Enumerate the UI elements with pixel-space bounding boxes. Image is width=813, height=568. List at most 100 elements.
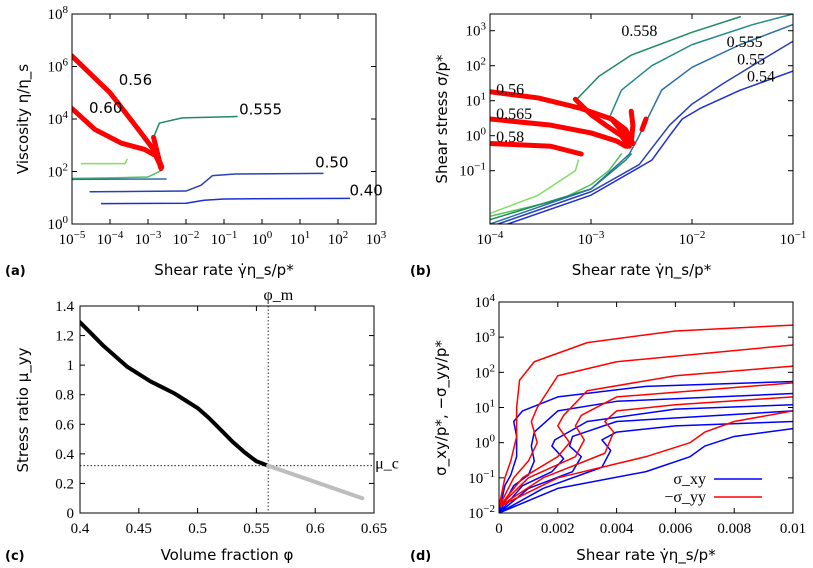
x-tick-label: 101 [290, 229, 311, 248]
curve-annotation: φ_m [263, 287, 293, 304]
x-tick-label: 10−2 [679, 229, 706, 248]
x-tick-label: 0.01 [780, 521, 806, 537]
y-tick-label: 101 [466, 91, 487, 110]
panel-label: (d) [410, 549, 431, 564]
x-tick-label: 0.4 [71, 521, 90, 537]
series-line-4 [499, 410, 793, 513]
x-tick-label: 0.55 [243, 521, 269, 537]
x-tick-label: 0.45 [126, 521, 152, 537]
y-tick-label: 1 [67, 358, 75, 374]
x-tick-label: 103 [366, 229, 387, 248]
legend-label: −σ_yy [664, 489, 706, 506]
y-tick-label: 100 [475, 433, 496, 452]
x-tick-label: 100 [252, 229, 273, 248]
series-line-12 [572, 96, 632, 149]
x-tick-label: 0.008 [717, 521, 751, 537]
y-tick-label: 106 [48, 57, 69, 76]
plot-frame [79, 305, 375, 514]
curve-annotation: 0.58 [496, 129, 524, 146]
y-tick-label: 10−1 [468, 468, 495, 487]
x-tick-label: 10−1 [780, 229, 807, 248]
series-line-3 [152, 115, 238, 168]
x-tick-label: 10−3 [135, 229, 162, 248]
series-line-1 [499, 380, 793, 513]
plot-frame [489, 13, 794, 225]
series-line-11 [499, 396, 793, 508]
y-axis-label: Shear stress σ/p* [433, 54, 451, 184]
curve-annotation: 0.56 [119, 71, 152, 89]
series-line-7 [499, 324, 793, 508]
series-group [490, 14, 793, 224]
curve-annotation: μ_c [375, 456, 399, 473]
y-tick-label: 100 [466, 126, 487, 145]
series-line-5 [89, 172, 324, 193]
series-line-15 [639, 116, 649, 133]
x-tick-label: 0.006 [659, 521, 693, 537]
panel-label: (c) [5, 549, 25, 564]
plot-frame [71, 13, 377, 225]
y-axis-label: Viscosity η/η_s [14, 64, 33, 174]
curve-annotation: 0.55 [737, 51, 765, 68]
series-line-6 [100, 197, 351, 205]
series-line-2 [72, 167, 164, 180]
series-line-6 [490, 23, 793, 224]
curve-annotation: 0.555 [239, 100, 282, 118]
x-axis-label: Shear rate γ̇η_s/p* [154, 261, 294, 280]
x-tick-label: 0.004 [600, 521, 634, 537]
y-tick-label: 104 [475, 292, 496, 311]
series-line-11 [490, 140, 584, 157]
series-line-3 [490, 153, 632, 221]
x-tick-label: 10−4 [97, 229, 124, 248]
y-tick-label: 101 [475, 398, 496, 417]
x-axis-label: Volume fraction φ [161, 546, 294, 564]
series-line-3 [499, 403, 793, 513]
y-tick-label: 104 [48, 109, 69, 128]
panel-c: 0.4 0.45 0.5 0.55 0.6 0.65 0 0.2 0.4 0.6 0.8 1 1.2 1.… [5, 287, 399, 564]
series-line-9 [490, 89, 631, 149]
x-tick-label: 102 [328, 229, 349, 248]
y-tick-label: 103 [475, 327, 496, 346]
series-line-1 [80, 158, 128, 165]
y-tick-label: 100 [48, 214, 69, 233]
y-axis-label: Stress ratio μ_yy [14, 347, 33, 472]
y-tick-label: 1.2 [55, 329, 74, 345]
series-group [80, 320, 365, 501]
y-tick-label: 0.8 [55, 388, 74, 404]
x-tick-label: 0.65 [361, 521, 387, 537]
x-tick-label: 10−5 [59, 229, 86, 248]
panel-label: (a) [5, 264, 26, 279]
curve-annotation: 0.40 [349, 182, 382, 200]
x-tick-label: 10−4 [477, 229, 504, 248]
y-tick-label: 0.2 [55, 476, 74, 492]
y-tick-label: 0.4 [55, 447, 74, 463]
x-tick-label: 0.5 [188, 521, 207, 537]
series-line-10 [490, 116, 629, 149]
series-line-5 [499, 420, 793, 513]
series-group [499, 324, 793, 513]
series-line-12 [499, 410, 793, 508]
y-tick-label: 1.4 [55, 299, 74, 315]
curve-annotation: 0.60 [89, 99, 122, 117]
series-line-2 [266, 463, 365, 501]
legend-label: σ_xy [673, 471, 706, 488]
curve-annotation: 0.555 [727, 34, 763, 51]
panel-label: (b) [410, 264, 431, 279]
curve-annotation: 0.56 [496, 82, 524, 99]
series-line-1 [490, 159, 580, 215]
series-line-14 [628, 108, 636, 146]
y-tick-label: 103 [466, 21, 487, 40]
series-line-8 [505, 70, 793, 224]
curve-annotation: 0.558 [621, 23, 657, 40]
panel-a: 10−5 10−4 10−3 10−2 10−1 100 101 102 103 100 102 10… [5, 4, 387, 280]
series-line-6 [499, 427, 793, 513]
x-tick-label: 0.6 [306, 521, 325, 537]
x-tick-label: 0.002 [541, 521, 575, 537]
y-tick-label: 102 [475, 362, 496, 381]
x-tick-label: 10−3 [578, 229, 605, 248]
series-line-9 [151, 134, 165, 170]
y-tick-label: 10−2 [468, 503, 495, 522]
panel-d: 0 0.002 0.004 0.006 0.008 0.01 10−2 10−1 100 101 1… [410, 292, 806, 565]
series-line-9 [499, 365, 793, 508]
x-axis-label: Shear rate γ̇η_s/p* [576, 546, 716, 565]
